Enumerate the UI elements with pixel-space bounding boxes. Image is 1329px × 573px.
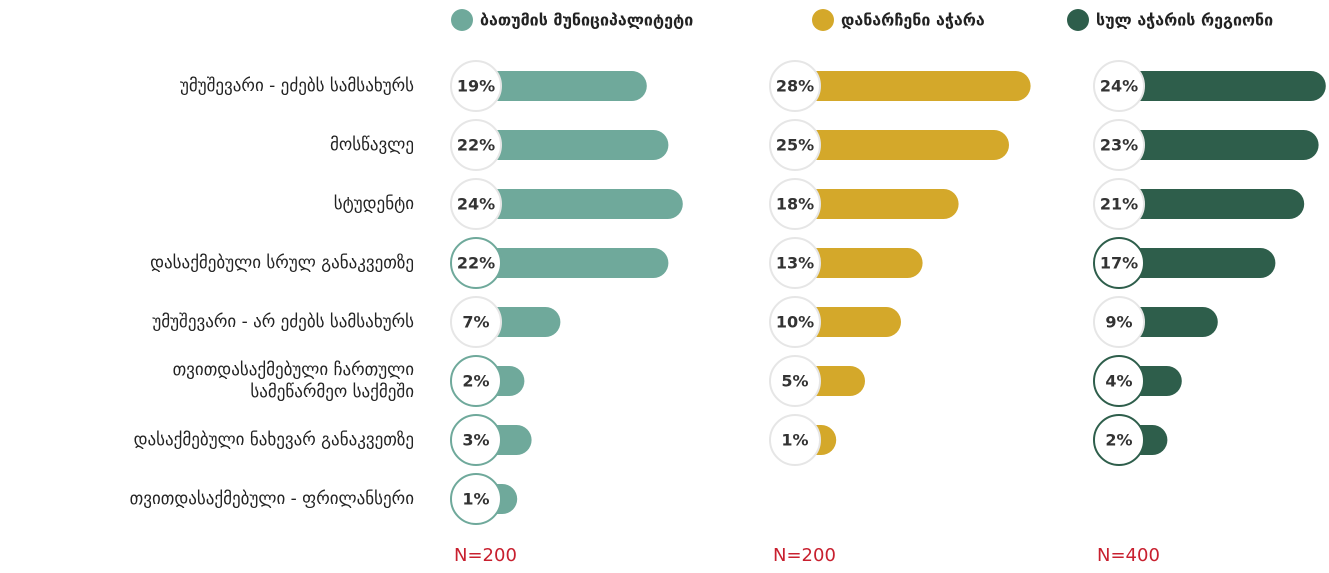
value-label: 24% [1100,77,1138,96]
bar [1119,248,1276,278]
value-badge [769,119,821,171]
value-label: 2% [462,372,489,391]
bar [795,189,959,219]
legend-label: ბათუმის მუნიციპალიტეტი [480,11,693,30]
value-label: 28% [776,77,814,96]
legend-swatch [1067,9,1089,31]
sample-size: N=400 [1097,545,1160,566]
value-badge [1093,60,1145,112]
legend-label: დანარჩენი აჭარა [841,11,985,30]
value-label: 1% [462,490,489,509]
bar [476,248,669,278]
legend-swatch [812,9,834,31]
value-badge [1093,178,1145,230]
value-badge [450,296,502,348]
value-label: 4% [1105,372,1132,391]
legend-swatch [451,9,473,31]
bar [795,248,923,278]
value-label: 22% [457,254,495,273]
category-label: უმუშევარი - არ ეძებს სამსახურს [152,312,414,332]
value-badge [450,414,502,466]
value-badge [769,296,821,348]
bar [476,189,683,219]
category-label: უმუშევარი - ეძებს სამსახურს [179,76,414,96]
bar [1119,130,1319,160]
category-label: სტუდენტი [333,194,414,214]
value-label: 10% [776,313,814,332]
value-label: 3% [462,431,489,450]
bar [476,130,669,160]
sample-size: N=200 [773,545,836,566]
category-label: დასაქმებული ნახევარ განაკვეთზე [133,430,414,450]
value-label: 22% [457,136,495,155]
value-label: 25% [776,136,814,155]
value-badge [1093,296,1145,348]
value-label: 18% [776,195,814,214]
value-badge [450,237,502,289]
bar [795,130,1009,160]
value-badge [769,237,821,289]
legend-label: სულ აჭარის რეგიონი [1096,11,1273,30]
value-badge [450,473,502,525]
value-badge [1093,355,1145,407]
bar [1119,189,1305,219]
bar [476,71,647,101]
category-label: თვითდასაქმებული ჩართული სამეწარმეო საქმე… [172,360,414,402]
value-label: 24% [457,195,495,214]
value-badge [769,414,821,466]
value-label: 23% [1100,136,1138,155]
value-badge [1093,414,1145,466]
value-label: 1% [781,431,808,450]
value-badge [450,355,502,407]
value-label: 7% [462,313,489,332]
bar [1119,71,1326,101]
value-label: 19% [457,77,495,96]
category-label: მოსწავლე [329,135,414,155]
value-badge [450,60,502,112]
value-badge [450,119,502,171]
value-label: 21% [1100,195,1138,214]
value-badge [1093,119,1145,171]
category-label: დასაქმებული სრულ განაკვეთზე [150,253,414,273]
value-badge [769,355,821,407]
bar [795,307,901,337]
value-label: 9% [1105,313,1132,332]
value-label: 2% [1105,431,1132,450]
category-label: თვითდასაქმებული - ფრილანსერი [129,489,414,509]
value-badge [1093,237,1145,289]
value-label: 13% [776,254,814,273]
value-badge [450,178,502,230]
sample-size: N=200 [454,545,517,566]
value-badge [769,60,821,112]
bar [795,71,1031,101]
value-badge [769,178,821,230]
value-label: 5% [781,372,808,391]
value-label: 17% [1100,254,1138,273]
